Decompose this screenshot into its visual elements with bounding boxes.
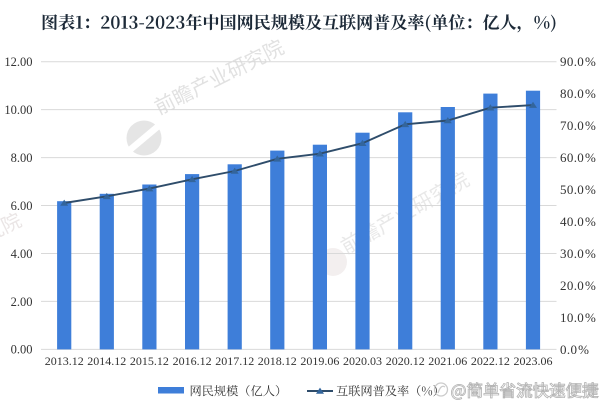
svg-text:0.0%: 0.0% [560, 342, 589, 357]
svg-text:90.0%: 90.0% [560, 54, 596, 69]
svg-text:2018.12: 2018.12 [258, 354, 297, 368]
svg-text:50.0%: 50.0% [560, 182, 596, 197]
svg-text:2020.03: 2020.03 [343, 354, 382, 368]
svg-text:2014.12: 2014.12 [87, 354, 126, 368]
svg-text:70.0%: 70.0% [560, 118, 596, 133]
svg-text:2020.12: 2020.12 [386, 354, 425, 368]
svg-text:0.00: 0.00 [11, 343, 33, 357]
svg-text:2022.12: 2022.12 [471, 354, 510, 368]
svg-text:12.00: 12.00 [4, 55, 32, 69]
svg-text:40.0%: 40.0% [560, 214, 596, 229]
svg-text:2016.12: 2016.12 [173, 354, 212, 368]
svg-text:2021.06: 2021.06 [428, 354, 467, 368]
svg-text:10.00: 10.00 [4, 103, 32, 117]
svg-text:2.00: 2.00 [11, 295, 33, 309]
svg-text:20.0%: 20.0% [560, 278, 596, 293]
svg-text:2023.06: 2023.06 [514, 354, 553, 368]
svg-text:2015.12: 2015.12 [130, 354, 169, 368]
svg-text:80.0%: 80.0% [560, 86, 596, 101]
svg-text:4.00: 4.00 [11, 247, 33, 261]
svg-text:2017.12: 2017.12 [215, 354, 254, 368]
svg-text:10.0%: 10.0% [560, 310, 596, 325]
svg-text:6.00: 6.00 [11, 199, 33, 213]
svg-text:60.0%: 60.0% [560, 150, 596, 165]
svg-text:2013.12: 2013.12 [45, 354, 84, 368]
svg-text:8.00: 8.00 [11, 151, 33, 165]
svg-text:2019.06: 2019.06 [300, 354, 339, 368]
svg-text:30.0%: 30.0% [560, 246, 596, 261]
